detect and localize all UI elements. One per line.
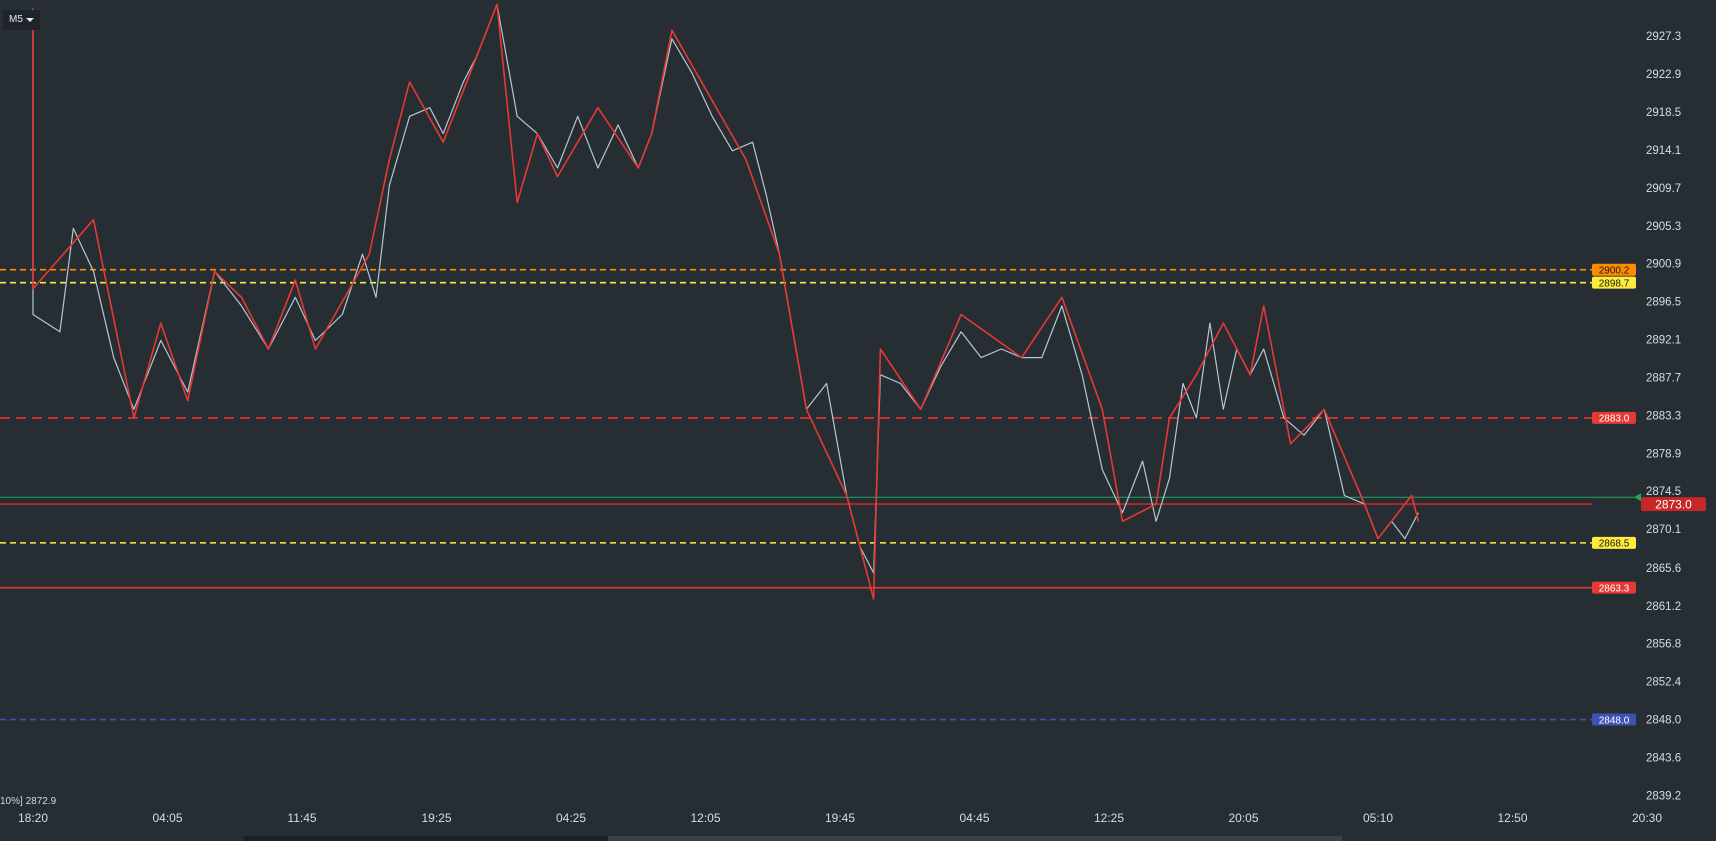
level-tag-label-2: 2883.0: [1599, 414, 1630, 425]
level-tag-label-0: 2900.2: [1599, 266, 1630, 277]
horizontal-scrollbar[interactable]: [244, 836, 608, 841]
x-tick-label: 04:25: [556, 811, 586, 825]
bid-marker: [1634, 493, 1641, 502]
y-tick-label: 2927.3: [1646, 31, 1681, 43]
y-tick-label: 2861.2: [1646, 601, 1681, 613]
x-tick-label: 11:45: [287, 811, 316, 825]
horizontal-scrollbar-thumb[interactable]: [608, 836, 1342, 841]
y-tick-label: 2922.9: [1646, 69, 1681, 81]
y-tick-label: 2918.5: [1646, 107, 1681, 119]
x-tick-label: 19:25: [421, 811, 451, 825]
x-tick-label: 20:05: [1228, 811, 1258, 825]
level-tag-0[interactable]: [1592, 263, 1636, 276]
level-tag-1[interactable]: [1592, 276, 1636, 289]
y-tick-label: 2892.1: [1646, 335, 1681, 347]
level-tag-label-6: 2848.0: [1599, 715, 1630, 726]
time-axis[interactable]: [0, 806, 1716, 841]
level-tag-label-5: 2863.3: [1599, 583, 1630, 594]
y-tick-label: 2900.9: [1646, 259, 1681, 271]
level-tag-label-4: 2868.5: [1599, 539, 1630, 550]
x-tick-label: 19:45: [825, 811, 855, 825]
y-tick-label: 2909.7: [1646, 183, 1681, 195]
x-tick-label: 12:50: [1497, 811, 1527, 825]
y-tick-label: 2856.8: [1646, 639, 1681, 651]
level-tag-4[interactable]: [1592, 536, 1636, 549]
y-tick-label: 2878.9: [1646, 448, 1681, 460]
level-tag-label-1: 2898.7: [1599, 278, 1630, 289]
x-tick-label: 18:20: [18, 811, 48, 825]
y-tick-label: 2839.2: [1646, 790, 1681, 802]
x-tick-label: 04:45: [959, 811, 989, 825]
level-tag-label-3: 2873.0: [1655, 498, 1692, 512]
y-tick-label: 2905.3: [1646, 221, 1681, 233]
y-tick-label: 2852.4: [1646, 677, 1682, 689]
x-tick-label: 12:25: [1094, 811, 1124, 825]
y-tick-label: 2874.5: [1646, 486, 1681, 498]
x-tick-label: 04:05: [152, 811, 182, 825]
timeframe-label: M5: [9, 14, 23, 25]
level-tag-2[interactable]: [1592, 411, 1636, 424]
x-tick-label: 20:30: [1632, 811, 1662, 825]
y-tick-label: 2843.6: [1646, 752, 1681, 764]
level-tag-5[interactable]: [1592, 581, 1636, 594]
y-tick-label: 2848.0: [1646, 715, 1681, 727]
x-tick-label: 05:10: [1363, 811, 1393, 825]
x-tick-label: 12:05: [690, 811, 720, 825]
price-series-line: [32, 3, 1419, 574]
crosshair-readout: 10%] 2872.9: [0, 796, 57, 807]
level-tag-6[interactable]: [1592, 713, 1636, 726]
y-tick-label: 2887.7: [1646, 372, 1681, 384]
y-tick-label: 2914.1: [1646, 145, 1681, 157]
timeframe-dropdown[interactable]: M5: [3, 10, 40, 30]
y-tick-label: 2883.3: [1646, 410, 1681, 422]
zigzag-series-line: [32, 3, 1420, 600]
chevron-down-icon: [26, 18, 34, 22]
y-tick-label: 2865.6: [1646, 563, 1681, 575]
level-tag-3[interactable]: [1641, 497, 1706, 512]
y-tick-label: 2896.5: [1646, 297, 1681, 309]
y-tick-label: 2870.1: [1646, 524, 1681, 536]
